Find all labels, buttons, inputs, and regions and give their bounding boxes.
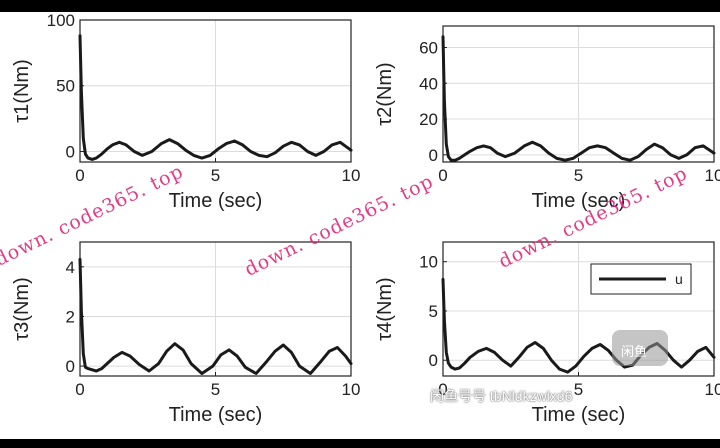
chart-panel-4: 0 5 10 0 5 10 Time (sec) τ4(Nm) u	[374, 241, 720, 426]
y-tick-label: 40	[419, 74, 438, 93]
x-tick-label: 0	[438, 166, 447, 185]
y-tick-label: 0	[66, 357, 75, 376]
y-tick-label: 50	[56, 77, 75, 96]
y-axis-label: τ3(Nm)	[11, 277, 33, 340]
y-tick-label: 20	[419, 110, 438, 129]
x-axis-label: Time (sec)	[169, 190, 263, 212]
legend-label: u	[675, 271, 683, 287]
y-tick-label: 0	[429, 351, 438, 370]
x-axis-label: Time (sec)	[532, 404, 626, 426]
x-tick-label: 0	[438, 380, 447, 399]
bottom-dark-band	[0, 439, 720, 448]
app-badge-label: 闲鱼	[621, 344, 648, 359]
x-tick-label: 5	[211, 380, 220, 399]
y-axis-label: τ2(Nm)	[374, 62, 396, 125]
y-tick-label: 100	[47, 11, 75, 30]
y-tick-label: 60	[419, 38, 438, 57]
x-axis-label: Time (sec)	[532, 190, 626, 212]
x-tick-label: 10	[342, 380, 361, 399]
x-tick-label: 10	[705, 166, 720, 185]
top-dark-band	[0, 0, 720, 12]
x-tick-label: 10	[342, 166, 361, 185]
app-badge	[612, 330, 668, 366]
x-tick-label: 5	[211, 166, 220, 185]
x-tick-label: 5	[574, 166, 583, 185]
x-tick-label: 5	[574, 380, 583, 399]
y-axis-label: τ4(Nm)	[374, 277, 396, 340]
series-line	[78, 257, 353, 375]
x-tick-label: 0	[75, 166, 84, 185]
overlay-watermark: 闲鱼号号 tbNldkzwlxd6	[430, 388, 573, 404]
chart-panel-3: 0 5 10 0 2 4 Time (sec) τ3(Nm)	[11, 241, 361, 426]
series-line	[441, 35, 716, 162]
y-tick-label: 2	[66, 307, 75, 326]
chart-panel-2: 0 5 10 0 20 40 60 Time (sec) τ2(Nm)	[374, 25, 720, 212]
x-tick-label: 0	[75, 380, 84, 399]
x-axis-label: Time (sec)	[169, 404, 263, 426]
y-axis-label: τ1(Nm)	[11, 59, 33, 122]
y-tick-label: 0	[429, 146, 438, 165]
y-tick-label: 10	[419, 253, 438, 272]
y-tick-label: 0	[66, 142, 75, 161]
x-tick-label: 10	[705, 380, 720, 399]
y-tick-label: 4	[66, 258, 75, 277]
y-tick-label: 5	[429, 302, 438, 321]
series-line	[78, 34, 353, 161]
